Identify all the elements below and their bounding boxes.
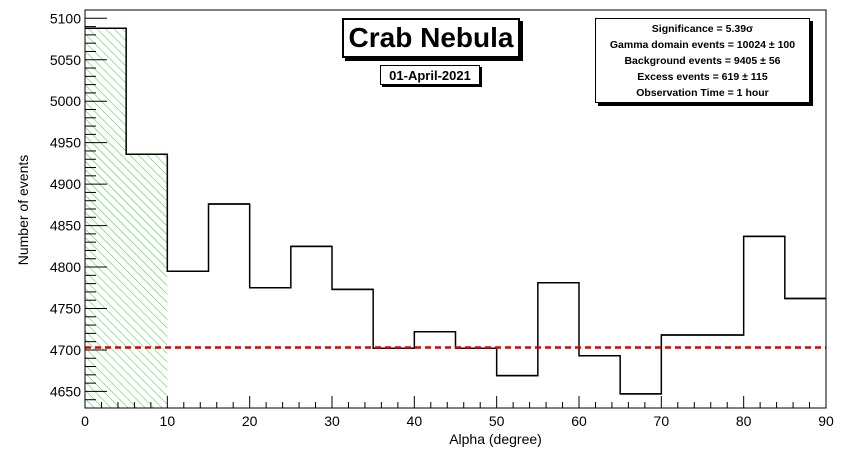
- y-tick-label: 4850: [50, 218, 81, 234]
- y-tick-label: 5050: [50, 52, 81, 68]
- signal-hatch-bin: [126, 154, 168, 408]
- chart-title: Crab Nebula: [342, 18, 520, 58]
- x-tick-label: 80: [736, 413, 752, 429]
- y-tick-label: 4700: [50, 342, 81, 358]
- x-tick-label: 0: [81, 413, 89, 429]
- y-tick-label: 4800: [50, 259, 81, 275]
- x-tick-label: 70: [654, 413, 670, 429]
- x-tick-label: 20: [242, 413, 258, 429]
- y-tick-label: 5000: [50, 93, 81, 109]
- stats-gamma-events: Gamma domain events = 10024 ± 100: [609, 39, 796, 51]
- y-tick-label: 4900: [50, 176, 81, 192]
- x-tick-label: 10: [160, 413, 176, 429]
- x-tick-label: 60: [571, 413, 587, 429]
- y-tick-label: 4950: [50, 135, 81, 151]
- y-axis-title: Number of events: [15, 155, 31, 266]
- x-axis-title: Alpha (degree): [449, 431, 542, 447]
- stats-observation-time: Observation Time = 1 hour: [636, 87, 769, 99]
- y-tick-label: 4650: [50, 383, 81, 399]
- signal-hatch-bin: [85, 28, 127, 408]
- y-tick-label: 5100: [50, 10, 81, 26]
- x-tick-label: 50: [489, 413, 505, 429]
- stats-significance: Significance = 5.39σ: [651, 23, 754, 35]
- stats-background-events: Background events = 9405 ± 56: [624, 55, 781, 67]
- x-tick-label: 30: [324, 413, 340, 429]
- stats-box: Significance = 5.39σ Gamma domain events…: [595, 18, 810, 103]
- date-label: 01-April-2021: [380, 65, 480, 85]
- x-tick-label: 40: [407, 413, 423, 429]
- y-tick-label: 4750: [50, 301, 81, 317]
- x-tick-label: 90: [818, 413, 834, 429]
- stats-excess-events: Excess events = 619 ± 115: [637, 71, 768, 83]
